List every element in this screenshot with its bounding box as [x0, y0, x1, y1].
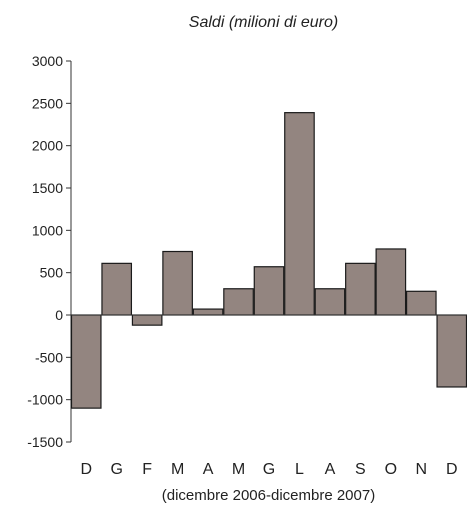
x-tick-label: F — [142, 461, 152, 478]
chart-title: Saldi (milioni di euro) — [188, 14, 339, 31]
x-tick-label: S — [355, 461, 366, 478]
bars — [70, 112, 467, 409]
y-axis: 3000 2500 2000 1500 1000 500 0 -500 -1000 -1500 — [27, 53, 72, 450]
x-axis-label: (dicembre 2006-dicembre 2007) — [161, 487, 376, 504]
bar — [70, 314, 102, 409]
x-tick-label: G — [263, 461, 275, 478]
y-tick-label: -1500 — [27, 434, 63, 450]
bar — [284, 112, 315, 316]
bar — [131, 314, 163, 326]
bar — [223, 288, 254, 316]
bar — [253, 266, 285, 316]
x-tick-label: N — [416, 461, 428, 478]
bar — [162, 250, 193, 316]
x-tick-label: M — [171, 461, 184, 478]
y-tick-label: 2000 — [32, 138, 63, 154]
y-tick-label: 2500 — [32, 95, 63, 111]
y-tick-label: 1000 — [32, 222, 63, 238]
bar — [314, 288, 346, 316]
x-tick-label: A — [203, 461, 214, 478]
bar — [375, 248, 407, 316]
y-tick-label: 3000 — [32, 53, 63, 69]
bar — [436, 314, 467, 388]
x-tick-label: D — [80, 461, 92, 478]
bar — [101, 262, 133, 316]
x-tick-label: A — [325, 461, 336, 478]
y-tick-label: 0 — [55, 307, 63, 323]
y-tick-label: 1500 — [32, 180, 63, 196]
y-tick-label: 500 — [40, 265, 64, 281]
x-tick-label: D — [446, 461, 458, 478]
y-tick-label: -1000 — [27, 392, 63, 408]
bar — [345, 262, 376, 316]
bar — [192, 308, 224, 316]
x-tick-label: O — [385, 461, 397, 478]
x-tick-label: L — [295, 461, 304, 478]
x-tick-label: G — [110, 461, 122, 478]
x-tick-label: M — [232, 461, 245, 478]
y-tick-label: -500 — [35, 349, 63, 365]
bar — [405, 290, 437, 316]
